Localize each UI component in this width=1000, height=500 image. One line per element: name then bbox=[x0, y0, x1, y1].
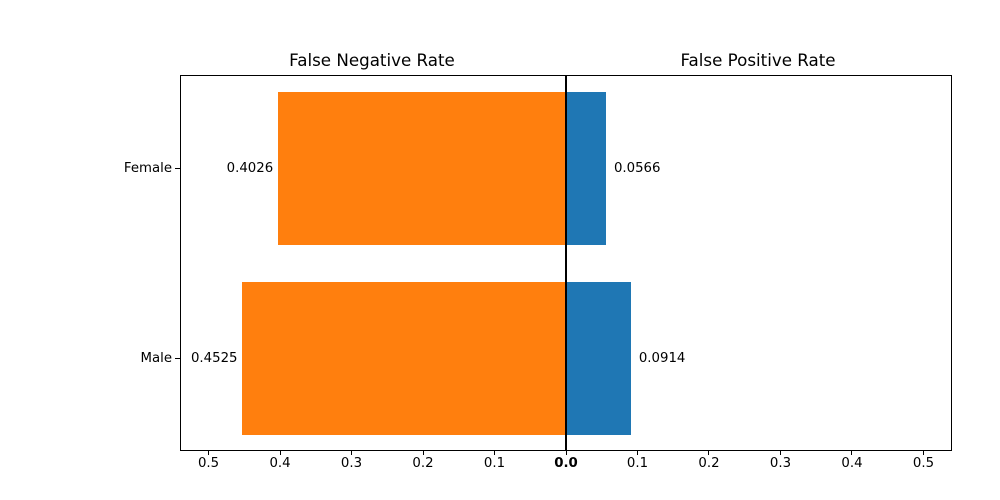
y-tick-mark bbox=[175, 168, 181, 169]
x-tick-mark bbox=[565, 451, 567, 455]
x-tick-label: 0.2 bbox=[698, 456, 720, 471]
x-tick-mark bbox=[922, 451, 924, 455]
bar-value-label-fpr-female: 0.0566 bbox=[613, 160, 661, 176]
x-tick-mark bbox=[636, 451, 638, 455]
y-tick-mark bbox=[175, 358, 181, 359]
x-tick-label: 0.3 bbox=[769, 456, 792, 471]
x-tick-mark bbox=[851, 451, 853, 455]
bar-fnr-male bbox=[242, 282, 566, 435]
x-tick-label: 0.2 bbox=[412, 456, 434, 471]
x-tick-label: 0.1 bbox=[626, 456, 649, 471]
subplot-title-false-positive-rate: False Positive Rate bbox=[680, 50, 836, 70]
x-tick-mark bbox=[279, 451, 281, 455]
x-tick-mark bbox=[351, 451, 352, 455]
bar-fpr-female bbox=[566, 92, 607, 245]
zero-axis-line bbox=[565, 76, 567, 450]
x-tick-label: 0.5 bbox=[912, 456, 935, 471]
x-tick-mark bbox=[708, 451, 710, 455]
bar-value-label-fnr-female: 0.4026 bbox=[226, 160, 274, 176]
x-tick-label: 0.4 bbox=[841, 456, 863, 471]
x-tick-label: 0.5 bbox=[197, 456, 220, 471]
y-tick-label-male: Male bbox=[140, 350, 173, 366]
x-tick-mark bbox=[494, 451, 495, 455]
bar-fnr-female bbox=[278, 92, 566, 245]
bar-value-label-fpr-male: 0.0914 bbox=[638, 350, 686, 366]
subplot-title-false-negative-rate: False Negative Rate bbox=[289, 50, 455, 70]
x-tick-mark bbox=[779, 451, 781, 455]
x-tick-label: 0.4 bbox=[269, 456, 291, 471]
x-tick-label: 0.0 bbox=[554, 456, 578, 471]
bar-fpr-male bbox=[566, 282, 632, 435]
x-tick-mark bbox=[422, 451, 424, 455]
y-tick-label-female: Female bbox=[123, 160, 172, 176]
bar-value-label-fnr-male: 0.4525 bbox=[190, 350, 238, 366]
x-tick-label: 0.1 bbox=[483, 456, 506, 471]
plot-area: 0.4026 0.4525 0.0566 0.0914 0.5 0.4 0.3 0.2 0.1 0… bbox=[124, 75, 952, 471]
x-tick-label: 0.3 bbox=[340, 456, 363, 471]
x-tick-mark bbox=[208, 451, 210, 455]
